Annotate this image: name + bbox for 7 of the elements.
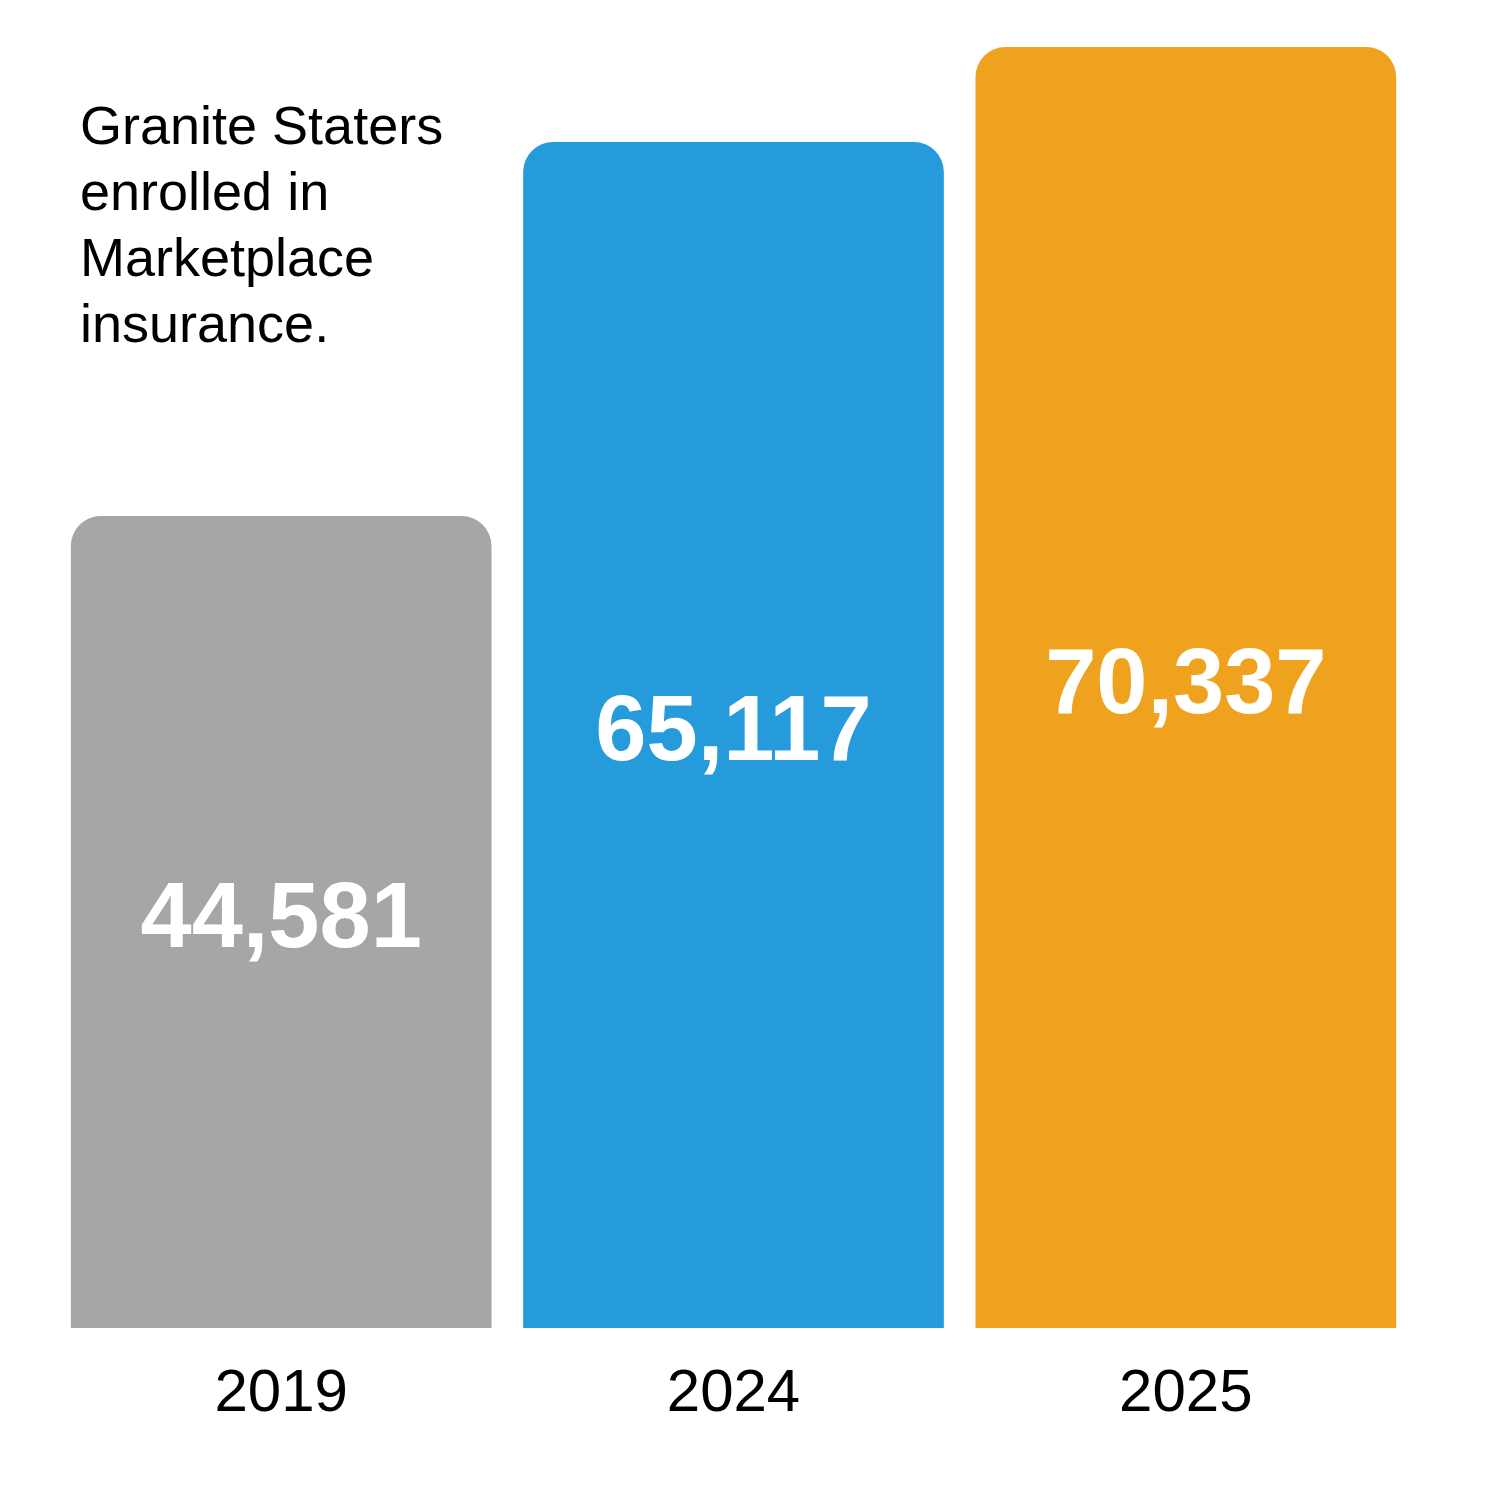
data-label: 70,337 [1045,629,1327,732]
x-tick-label: 2024 [666,1356,801,1424]
x-tick-label: 2025 [1119,1356,1253,1424]
text: Granite Staters enrolled in Marketplace insurance. [80,94,445,355]
x-tick-label: 2019 [214,1356,348,1424]
data-label: 65,117 [595,677,872,780]
data-label: 44,581 [140,864,422,967]
